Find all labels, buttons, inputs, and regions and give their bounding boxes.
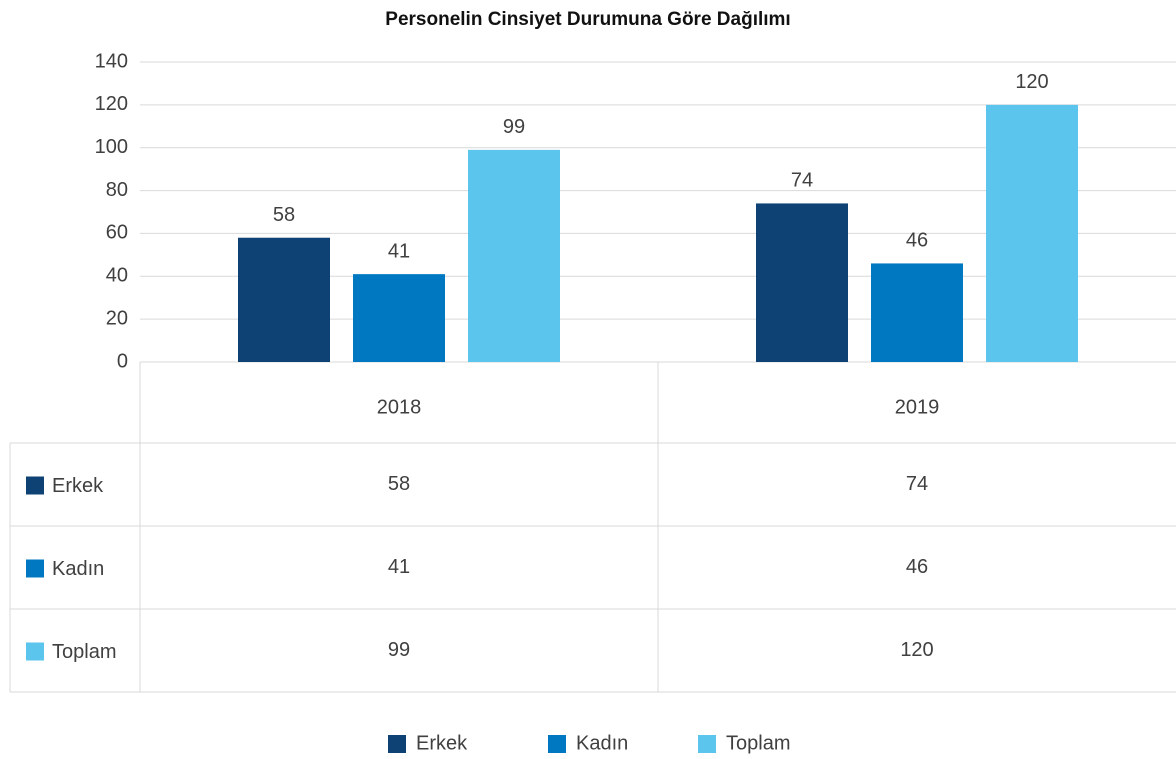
y-tick-label: 80 bbox=[106, 179, 128, 201]
table-legend-key bbox=[26, 642, 44, 661]
legend-label: Toplam bbox=[726, 732, 790, 754]
value-label: 74 bbox=[791, 170, 813, 192]
bar bbox=[468, 149, 560, 362]
y-tick-label: 100 bbox=[95, 136, 128, 158]
bar bbox=[353, 274, 445, 362]
y-tick-label: 60 bbox=[106, 222, 128, 244]
table-cell: 120 bbox=[900, 639, 933, 661]
y-tick-label: 40 bbox=[106, 265, 128, 287]
bar bbox=[871, 263, 963, 362]
legend-key bbox=[388, 735, 406, 753]
value-label: 46 bbox=[906, 230, 928, 252]
chart-title: Personelin Cinsiyet Durumuna Göre Dağılı… bbox=[385, 9, 790, 30]
x-tick-label: 2019 bbox=[895, 396, 940, 418]
legend-label: Kadın bbox=[576, 732, 628, 754]
table-cell: 41 bbox=[388, 556, 410, 578]
y-tick-label: 20 bbox=[106, 307, 128, 329]
value-label: 58 bbox=[273, 204, 295, 226]
bar bbox=[756, 203, 848, 362]
table-series-name: Toplam bbox=[52, 641, 116, 663]
value-label: 41 bbox=[388, 240, 410, 262]
table-legend-key bbox=[26, 559, 44, 578]
table-legend-key bbox=[26, 476, 44, 495]
legend-key bbox=[698, 735, 716, 753]
table-series-name: Erkek bbox=[52, 475, 104, 497]
table-cell: 99 bbox=[388, 639, 410, 661]
legend-label: Erkek bbox=[416, 732, 468, 754]
table-series-name: Kadın bbox=[52, 558, 104, 580]
y-tick-label: 120 bbox=[95, 93, 128, 115]
y-tick-label: 140 bbox=[95, 50, 128, 72]
value-label: 99 bbox=[503, 116, 525, 138]
table-cell: 58 bbox=[388, 473, 410, 495]
x-tick-label: 2018 bbox=[377, 396, 422, 418]
bar bbox=[986, 104, 1078, 362]
y-tick-label: 0 bbox=[117, 350, 128, 372]
table-cell: 46 bbox=[906, 556, 928, 578]
legend-key bbox=[548, 735, 566, 753]
value-label: 120 bbox=[1015, 71, 1048, 93]
table-cell: 74 bbox=[906, 473, 928, 495]
bar bbox=[238, 237, 330, 362]
